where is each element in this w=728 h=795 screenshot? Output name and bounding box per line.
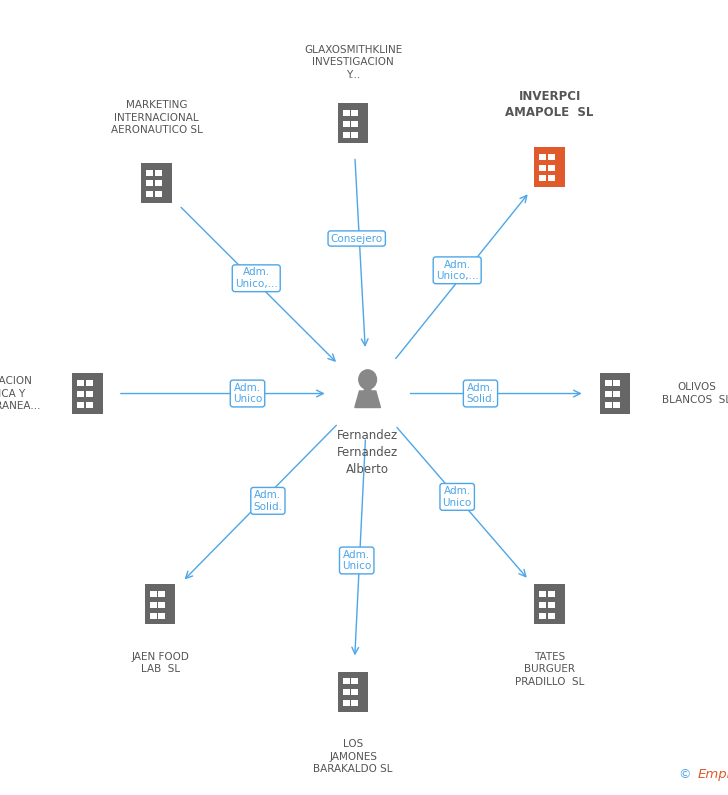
FancyBboxPatch shape [343, 678, 349, 684]
FancyBboxPatch shape [85, 380, 92, 386]
FancyBboxPatch shape [539, 613, 546, 619]
FancyBboxPatch shape [605, 391, 612, 398]
Polygon shape [355, 391, 381, 408]
FancyBboxPatch shape [539, 165, 546, 171]
FancyBboxPatch shape [154, 169, 162, 176]
FancyBboxPatch shape [77, 391, 84, 398]
Text: JAEN FOOD
LAB  SL: JAEN FOOD LAB SL [131, 652, 189, 674]
FancyBboxPatch shape [547, 613, 555, 619]
FancyBboxPatch shape [547, 153, 555, 160]
FancyBboxPatch shape [539, 602, 546, 608]
Text: Adm.
Solid.: Adm. Solid. [466, 382, 495, 405]
Text: Adm.
Unico: Adm. Unico [443, 486, 472, 508]
FancyBboxPatch shape [547, 602, 555, 608]
Text: OLIVOS
BLANCOS  SL: OLIVOS BLANCOS SL [662, 382, 728, 405]
FancyBboxPatch shape [158, 613, 165, 619]
Polygon shape [364, 389, 371, 391]
FancyBboxPatch shape [146, 169, 153, 176]
Text: Adm.
Solid.: Adm. Solid. [253, 490, 282, 512]
Text: Empresia: Empresia [697, 768, 728, 781]
FancyBboxPatch shape [77, 402, 84, 408]
Text: ALIMENTACION
TEMATICA Y
MEDITERRANEA...: ALIMENTACION TEMATICA Y MEDITERRANEA... [0, 376, 40, 411]
FancyBboxPatch shape [338, 672, 368, 712]
FancyBboxPatch shape [351, 689, 358, 696]
FancyBboxPatch shape [613, 391, 620, 398]
Text: Adm.
Unico,...: Adm. Unico,... [235, 267, 277, 289]
FancyBboxPatch shape [141, 163, 172, 203]
FancyBboxPatch shape [343, 110, 349, 116]
FancyBboxPatch shape [547, 165, 555, 171]
FancyBboxPatch shape [77, 380, 84, 386]
FancyBboxPatch shape [343, 121, 349, 127]
FancyBboxPatch shape [351, 121, 358, 127]
FancyBboxPatch shape [145, 584, 175, 624]
FancyBboxPatch shape [158, 591, 165, 597]
FancyBboxPatch shape [150, 613, 157, 619]
Text: ©: © [678, 768, 695, 781]
FancyBboxPatch shape [613, 402, 620, 408]
FancyBboxPatch shape [72, 374, 103, 413]
FancyBboxPatch shape [343, 700, 349, 706]
FancyBboxPatch shape [534, 584, 565, 624]
FancyBboxPatch shape [343, 132, 349, 138]
Text: Adm.
Unico: Adm. Unico [342, 549, 371, 572]
FancyBboxPatch shape [343, 689, 349, 696]
FancyBboxPatch shape [85, 402, 92, 408]
FancyBboxPatch shape [547, 591, 555, 597]
Text: TATES
BURGUER
PRADILLO  SL: TATES BURGUER PRADILLO SL [515, 652, 585, 687]
Text: Adm.
Unico,...: Adm. Unico,... [436, 259, 478, 281]
FancyBboxPatch shape [338, 103, 368, 143]
Text: GLAXOSMITHKLINE
INVESTIGACION
Y...: GLAXOSMITHKLINE INVESTIGACION Y... [304, 45, 402, 80]
FancyBboxPatch shape [539, 176, 546, 181]
FancyBboxPatch shape [547, 176, 555, 181]
FancyBboxPatch shape [150, 602, 157, 608]
Text: Consejero: Consejero [331, 234, 383, 243]
FancyBboxPatch shape [351, 700, 358, 706]
Text: MARKETING
INTERNACIONAL
AERONAUTICO SL: MARKETING INTERNACIONAL AERONAUTICO SL [111, 100, 202, 135]
FancyBboxPatch shape [351, 678, 358, 684]
Text: Adm.
Unico: Adm. Unico [233, 382, 262, 405]
FancyBboxPatch shape [351, 110, 358, 116]
FancyBboxPatch shape [605, 402, 612, 408]
FancyBboxPatch shape [600, 374, 630, 413]
FancyBboxPatch shape [613, 380, 620, 386]
FancyBboxPatch shape [146, 180, 153, 187]
Text: Fernandez
Fernandez
Alberto: Fernandez Fernandez Alberto [337, 429, 398, 476]
Text: INVERPCI
AMAPOLE  SL: INVERPCI AMAPOLE SL [505, 91, 594, 119]
FancyBboxPatch shape [154, 180, 162, 187]
FancyBboxPatch shape [154, 192, 162, 197]
FancyBboxPatch shape [85, 391, 92, 398]
Text: LOS
JAMONES
BARAKALDO SL: LOS JAMONES BARAKALDO SL [313, 739, 393, 774]
FancyBboxPatch shape [605, 380, 612, 386]
FancyBboxPatch shape [146, 192, 153, 197]
FancyBboxPatch shape [539, 591, 546, 597]
FancyBboxPatch shape [539, 153, 546, 160]
FancyBboxPatch shape [351, 132, 358, 138]
Circle shape [359, 370, 376, 390]
FancyBboxPatch shape [158, 602, 165, 608]
FancyBboxPatch shape [150, 591, 157, 597]
FancyBboxPatch shape [534, 147, 565, 187]
